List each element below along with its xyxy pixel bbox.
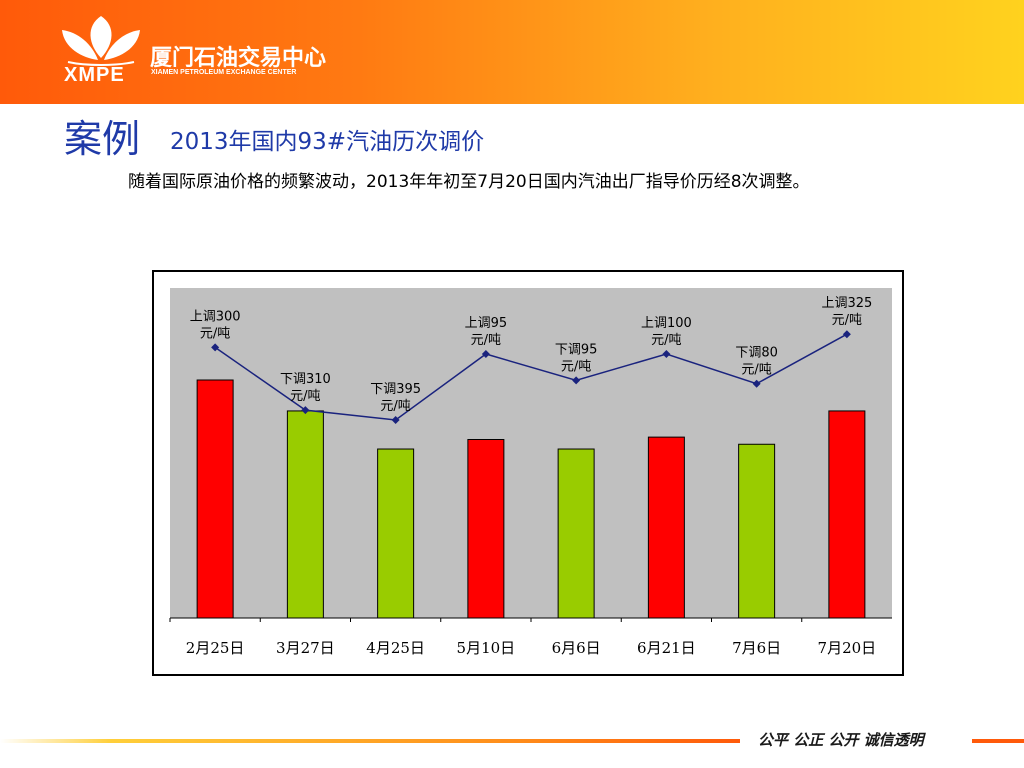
data-label-unit-7: 元/吨 xyxy=(741,363,771,378)
line-marker-5 xyxy=(572,376,581,385)
line-marker-2 xyxy=(301,406,310,415)
data-label-8: 上调325 xyxy=(821,296,872,311)
line-marker-3 xyxy=(391,416,400,424)
logo-chinese-name: 厦门石油交易中心 xyxy=(150,46,327,71)
data-label-4: 上调95 xyxy=(465,316,508,331)
chart-canvas: 2月25日 3月27日 4月25日 5月10日 6月6日 6月21日 7月6日 7月20日 上调… xyxy=(169,288,892,657)
data-label-7: 下调80 xyxy=(735,346,778,361)
trend-line xyxy=(214,333,848,421)
x-tick-label: 4月25日 xyxy=(366,639,425,657)
x-tick-label: 5月10日 xyxy=(457,639,516,657)
data-label-6: 上调100 xyxy=(641,316,692,331)
data-label-3: 下调395 xyxy=(370,382,421,397)
plot-area xyxy=(170,288,892,618)
footer-divider-right xyxy=(972,739,1024,743)
bar-6 xyxy=(647,436,685,619)
flower-logo-icon xyxy=(62,16,140,66)
data-label-unit-5: 元/吨 xyxy=(561,359,591,374)
line-marker-8 xyxy=(842,330,851,339)
bar-4 xyxy=(467,439,505,619)
line-marker-7 xyxy=(752,379,761,388)
header-banner: XMPE 厦门石油交易中心 XIAMEN PETROLEUM EXCHANGE … xyxy=(0,0,1024,104)
line-marker-1 xyxy=(211,343,220,352)
footer-slogan: 公平 公正 公开 诚信透明 xyxy=(758,731,924,749)
line-marker-4 xyxy=(481,350,490,358)
x-tick-label: 3月27日 xyxy=(276,639,335,657)
data-label-unit-3: 元/吨 xyxy=(380,399,410,414)
bar-8 xyxy=(828,410,866,619)
intro-paragraph: 随着国际原油价格的频繁波动，2013年年初至7月20日国内汽油出厂指导价历经8次… xyxy=(128,172,810,192)
data-label-unit-4: 元/吨 xyxy=(471,333,501,348)
x-tick-label: 2月25日 xyxy=(186,639,245,657)
data-label-1: 上调300 xyxy=(190,309,241,324)
data-label-unit-1: 元/吨 xyxy=(200,326,230,341)
data-label-2: 下调310 xyxy=(280,372,331,387)
price-adjustment-chart: 2月25日 3月27日 4月25日 5月10日 6月6日 6月21日 7月6日 7月20日 上调… xyxy=(152,270,904,676)
bar-2 xyxy=(286,410,324,619)
x-tick-label: 6月6日 xyxy=(552,639,601,657)
bar-1 xyxy=(196,379,234,619)
xmpe-logo: XMPE 厦门石油交易中心 XIAMEN PETROLEUM EXCHANGE … xyxy=(58,14,348,86)
logo-english-name: XIAMEN PETROLEUM EXCHANGE CENTER xyxy=(151,69,297,76)
x-tick-label: 7月6日 xyxy=(732,639,781,657)
data-label-unit-6: 元/吨 xyxy=(651,333,681,348)
logo-abbreviation: XMPE xyxy=(64,64,125,86)
bar-7 xyxy=(738,443,776,619)
data-label-unit-2: 元/吨 xyxy=(290,389,320,404)
bar-3 xyxy=(377,448,415,619)
x-tick-label: 6月21日 xyxy=(637,639,696,657)
data-label-5: 下调95 xyxy=(555,342,598,357)
page-title: 案例 xyxy=(64,117,141,161)
data-label-unit-8: 元/吨 xyxy=(832,313,862,328)
line-marker-6 xyxy=(662,350,671,358)
bar-5 xyxy=(557,448,595,619)
x-tick-label: 7月20日 xyxy=(818,639,877,657)
page-subtitle: 2013年国内93#汽油历次调价 xyxy=(170,129,485,155)
footer-divider-left xyxy=(0,739,740,743)
